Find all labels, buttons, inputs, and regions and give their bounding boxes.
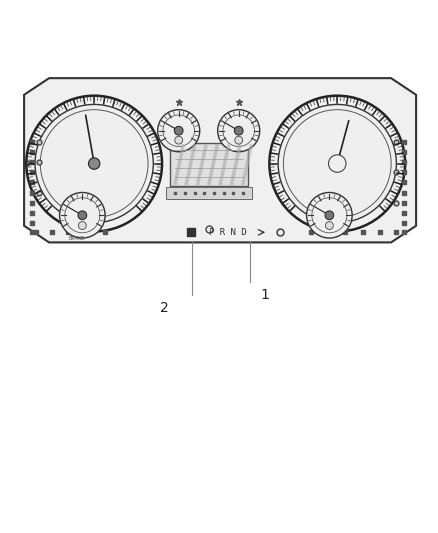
Text: BRAKE: BRAKE — [68, 236, 85, 241]
Circle shape — [332, 158, 343, 169]
Circle shape — [279, 106, 395, 221]
Text: 1: 1 — [261, 288, 269, 302]
Circle shape — [60, 192, 105, 238]
Circle shape — [325, 222, 333, 229]
Text: 2: 2 — [160, 301, 169, 315]
Circle shape — [325, 211, 334, 220]
FancyBboxPatch shape — [166, 187, 252, 199]
Circle shape — [88, 158, 100, 169]
Circle shape — [234, 126, 243, 135]
Circle shape — [174, 126, 183, 135]
Text: P R N D: P R N D — [209, 228, 247, 237]
Circle shape — [78, 222, 86, 229]
Circle shape — [36, 106, 152, 221]
Polygon shape — [24, 78, 416, 243]
Circle shape — [328, 155, 346, 172]
FancyBboxPatch shape — [170, 143, 248, 187]
Circle shape — [307, 192, 352, 238]
Circle shape — [218, 110, 260, 152]
Circle shape — [78, 211, 87, 220]
Circle shape — [235, 136, 243, 144]
Circle shape — [175, 136, 183, 144]
Circle shape — [158, 110, 200, 152]
